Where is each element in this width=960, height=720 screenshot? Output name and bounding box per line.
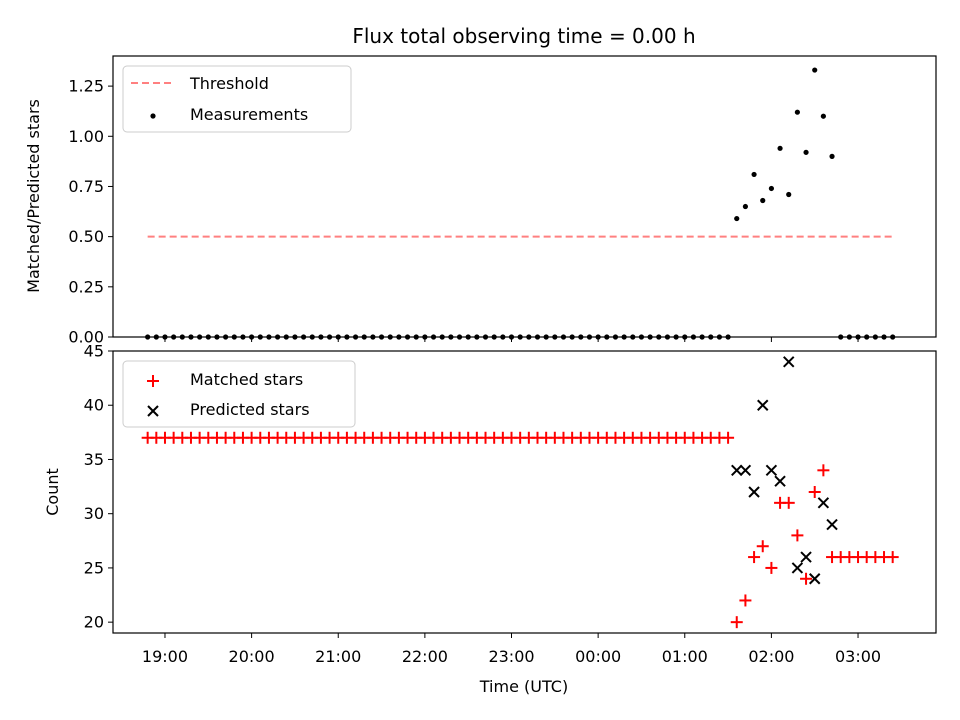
x-tick-label: 20:00 (229, 647, 275, 666)
matched-stars-point (748, 551, 761, 564)
y-tick-label: 0.25 (68, 277, 104, 296)
predicted-stars-point (783, 356, 795, 368)
predicted-stars-point (757, 399, 769, 411)
y-tick-label: 0.00 (68, 328, 104, 347)
bottom-y-ticks: 20 25 30 35 40 45 (84, 342, 113, 632)
predicted-stars-point (809, 573, 821, 585)
chart-title: Flux total observing time = 0.00 h (352, 24, 695, 48)
top-axes-frame (112, 55, 937, 338)
y-tick-label: 1.25 (68, 77, 104, 96)
matched-stars-point (791, 529, 804, 542)
y-tick-label: 30 (84, 504, 104, 523)
predicted-stars-point (765, 464, 778, 477)
top-plot-area (145, 67, 896, 340)
matched-stars-point (800, 572, 813, 585)
matched-stars-point (886, 551, 899, 564)
predicted-stars-point (791, 562, 804, 574)
measurement-point (751, 171, 757, 178)
top-y-ticks: 0.00 0.25 0.50 0.75 1.00 1.25 (68, 77, 113, 347)
bottom-x-ticks: 19:00 20:00 21:00 22:00 23:00 00:00 01:00 02:00… (142, 633, 881, 666)
top-legend: Threshold Measurements (122, 65, 352, 133)
x-tick-label: 21:00 (315, 647, 361, 666)
measurement-point (820, 113, 826, 119)
bottom-legend-box (122, 360, 356, 428)
predicted-stars-point (748, 486, 760, 498)
predicted-stars-point (826, 518, 838, 531)
bottom-legend: Matched stars Predicted stars (122, 360, 356, 428)
legend-predicted-swatch (147, 405, 159, 417)
bottom-axes-frame (112, 350, 937, 634)
measurement-point (812, 67, 818, 73)
x-tick-label: 03:00 (835, 647, 881, 666)
top-panel: Flux total observing time = 0.00 h Match… (24, 24, 937, 347)
x-tick-label: 02:00 (748, 647, 794, 666)
y-tick-label: 25 (84, 558, 104, 577)
x-axis-label: Time (UTC) (479, 677, 568, 696)
matched-stars-point (817, 464, 830, 477)
measurement-point (803, 149, 809, 155)
legend-measurements-swatch (150, 113, 156, 119)
measurement-point (794, 109, 800, 115)
bottom-plot-area (141, 356, 899, 629)
legend-measurements-label: Measurements (190, 105, 308, 124)
x-tick-label: 19:00 (142, 647, 188, 666)
legend-matched-label: Matched stars (190, 370, 303, 389)
measurement-point (734, 215, 740, 222)
bottom-panel: Count Time (UTC) 20 25 30 35 40 45 19:00 20:00… (43, 342, 937, 696)
x-tick-label: 00:00 (575, 647, 621, 666)
y-tick-label: 0.75 (68, 177, 104, 196)
predicted-stars-point (817, 497, 830, 509)
measurement-point (760, 197, 766, 204)
bottom-y-axis-label: Count (43, 468, 62, 516)
y-tick-label: 45 (84, 342, 104, 361)
matched-stars-point (808, 486, 821, 498)
measurement-point (786, 191, 792, 198)
top-y-axis-label: Matched/Predicted stars (24, 99, 43, 293)
y-tick-label: 20 (84, 613, 104, 632)
y-tick-label: 0.50 (68, 227, 104, 246)
measurement-point (829, 153, 835, 159)
predicted-stars-point (739, 464, 752, 477)
y-tick-label: 40 (84, 396, 104, 415)
matched-stars-point (756, 540, 769, 553)
legend-matched-swatch (147, 375, 159, 387)
matched-stars-point (782, 496, 795, 509)
matched-stars-point (722, 431, 735, 444)
matched-stars-point (730, 616, 743, 629)
x-tick-label: 23:00 (488, 647, 534, 666)
measurement-point (777, 145, 783, 151)
top-legend-box (122, 65, 352, 133)
legend-predicted-label: Predicted stars (190, 400, 310, 419)
measurement-point (742, 203, 749, 210)
predicted-stars-point (774, 475, 786, 487)
predicted-stars-point (800, 551, 812, 563)
legend-threshold-label: Threshold (189, 74, 269, 93)
x-tick-label: 22:00 (402, 647, 448, 666)
measurement-point (768, 185, 775, 192)
matched-stars-point (739, 594, 752, 607)
matched-stars-point (765, 561, 778, 574)
predicted-stars-point (731, 464, 743, 477)
y-tick-label: 35 (84, 450, 104, 469)
x-tick-label: 01:00 (662, 647, 708, 666)
y-tick-label: 1.00 (68, 127, 104, 146)
